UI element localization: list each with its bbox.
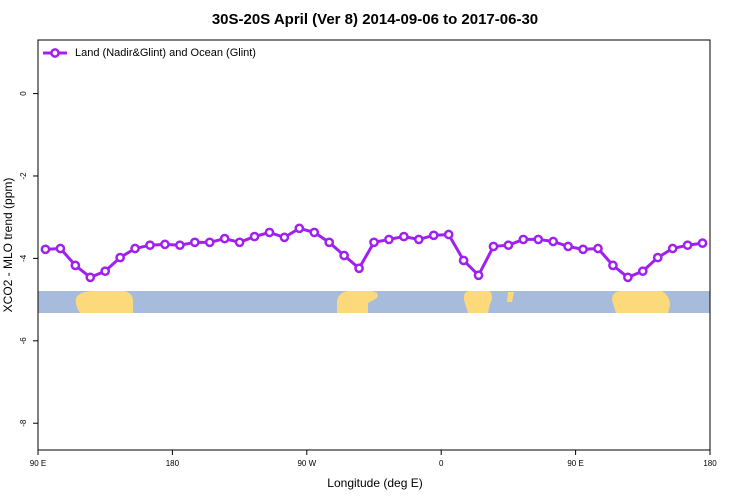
data-point [488,241,499,252]
data-point [204,237,215,248]
land-ocean-strip [38,291,710,313]
x-tick-label: 90 E [567,459,583,468]
data-point [175,240,185,251]
plot-frame [37,39,711,451]
legend-marker [50,48,60,58]
data-point [130,243,140,254]
y-axis-label: XCO2 - MLO trend (ppm) [1,178,15,313]
data-point [384,234,394,245]
x-tick-label: 180 [166,459,180,468]
data-point [428,230,439,241]
chart-title: 30S-20S April (Ver 8) 2014-09-06 to 2017… [212,11,538,28]
data-point [413,234,424,245]
data-point [40,244,51,255]
data-point [189,237,200,248]
data-point [219,233,230,244]
data-point [593,243,603,254]
data-point [324,237,335,248]
data-point [85,272,96,283]
data-point [473,270,484,281]
data-point [100,266,111,277]
data-point [503,240,514,251]
x-tick-label: 0 [439,459,444,468]
data-point [369,237,379,248]
data-point [667,243,678,254]
data-point [608,260,618,271]
series-line [45,226,703,280]
y-tick-label: -4 [19,254,28,262]
data-point [249,231,260,242]
data-point [458,255,469,266]
data-point [682,240,693,251]
data-point [533,234,544,245]
data-point [160,239,170,250]
x-tick-label: 90 E [30,459,46,468]
x-axis-label: Longitude (deg E) [327,476,422,490]
data-point [70,260,81,271]
data-point [339,250,349,261]
data-point [697,238,708,248]
data-point [399,231,409,242]
data-point [637,266,648,277]
x-tick-label: 90 W [297,459,316,468]
data-point [264,227,275,238]
y-tick-label: -8 [19,419,28,427]
data-point [443,229,454,240]
legend-label: Land (Nadir&Glint) and Ocean (Glint) [75,47,256,59]
data-point [234,237,245,248]
x-tick-label: 180 [703,459,717,468]
data-point [279,232,290,243]
data-point [115,252,125,263]
data-point [354,263,364,274]
y-tick-label: -2 [19,172,28,180]
data-point [518,234,529,245]
data-point [548,236,559,247]
data-point [294,223,305,234]
data-point [578,244,588,255]
data-point [145,240,155,251]
data-point [563,241,573,252]
data-point [55,243,66,254]
y-tick-label: -6 [19,337,28,345]
data-point [309,227,320,238]
data-point [623,272,633,283]
data-point [652,252,663,263]
y-tick-label: 0 [19,91,28,96]
